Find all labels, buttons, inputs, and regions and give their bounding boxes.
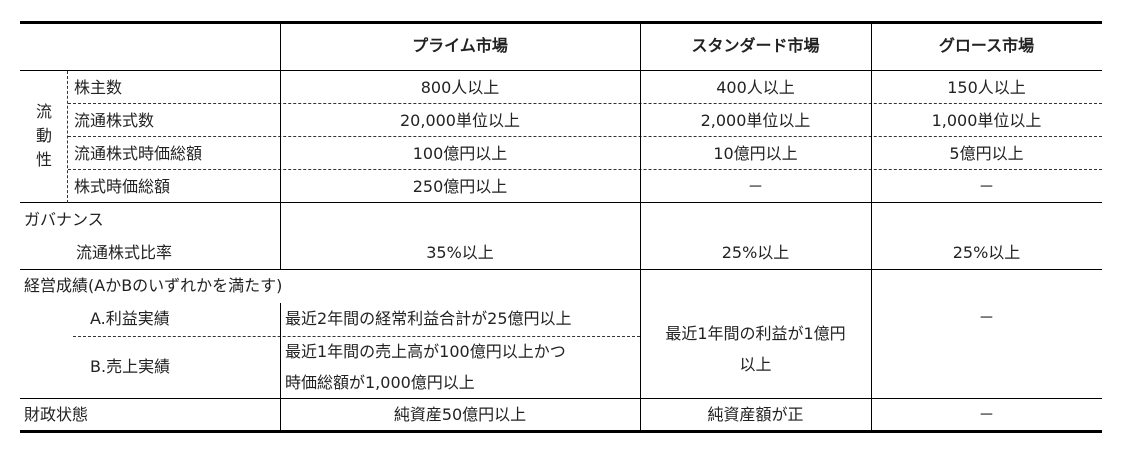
section-label: 財政状態	[24, 405, 89, 424]
section-label: ガバナンス	[24, 210, 104, 229]
table-bottom-border	[20, 430, 1102, 433]
column-divider	[871, 23, 872, 431]
row-divider	[68, 169, 1102, 170]
table-top-border	[20, 21, 1102, 24]
row-divider	[68, 136, 1102, 137]
cell-prime: 純資産50億円以上	[393, 405, 527, 424]
cell-prime: 35%以上	[426, 243, 494, 262]
row-divider	[20, 398, 1102, 399]
cell-growth: 1,000単位以上	[931, 111, 1042, 130]
cell-prime: 最近1年間の売上高が100億円以上かつ	[285, 342, 566, 361]
row-label: 流通株式数	[74, 111, 155, 130]
cell-standard: 純資産額が正	[707, 405, 804, 424]
cell-prime: 最近2年間の経常利益合計が25億円以上	[285, 309, 572, 328]
column-divider	[640, 23, 641, 431]
row-divider	[68, 103, 1102, 104]
row-label: A.利益実績	[90, 309, 170, 328]
cell-growth: 5億円以上	[949, 144, 1024, 163]
row-label: 流通株式時価総額	[74, 144, 203, 163]
cell-standard: 以上	[739, 355, 772, 374]
cell-standard: 400人以上	[716, 78, 795, 97]
row-divider	[20, 202, 1102, 203]
header-standard: スタンダード市場	[691, 36, 820, 55]
cell-prime: 100億円以上	[412, 144, 508, 163]
row-divider	[20, 269, 1102, 270]
row-label: 株式時価総額	[74, 177, 171, 196]
row-label: 株主数	[74, 78, 123, 97]
cell-standard: －	[747, 177, 764, 196]
group-label: 動	[36, 126, 53, 145]
cell-prime: 250億円以上	[412, 177, 508, 196]
cell-prime: 800人以上	[420, 78, 500, 97]
cell-standard: 最近1年間の利益が1億円	[665, 324, 846, 343]
header-divider	[20, 70, 1102, 71]
row-label: B.売上実績	[90, 357, 171, 376]
cell-growth: －	[978, 405, 995, 424]
header-growth: グロース市場	[938, 36, 1035, 55]
section-label: 経営成績(AかBのいずれかを満たす)	[24, 276, 283, 295]
cell-standard: 2,000単位以上	[700, 111, 811, 130]
group-label: 性	[36, 150, 53, 169]
cell-growth: 150人以上	[947, 78, 1026, 97]
column-divider	[67, 71, 68, 203]
cell-growth: －	[978, 308, 995, 327]
cell-standard: 10億円以上	[713, 144, 798, 163]
group-label: 流	[36, 102, 53, 121]
row-divider	[73, 336, 640, 337]
row-label: 流通株式比率	[76, 243, 173, 262]
cell-standard: 25%以上	[721, 243, 790, 262]
column-divider	[280, 23, 281, 269]
column-divider	[280, 303, 281, 431]
cell-prime: 時価総額が1,000億円以上	[285, 373, 475, 392]
header-prime: プライム市場	[412, 36, 508, 55]
cell-growth: 25%以上	[952, 243, 1021, 262]
cell-prime: 20,000単位以上	[400, 111, 520, 130]
cell-growth: －	[978, 177, 995, 196]
